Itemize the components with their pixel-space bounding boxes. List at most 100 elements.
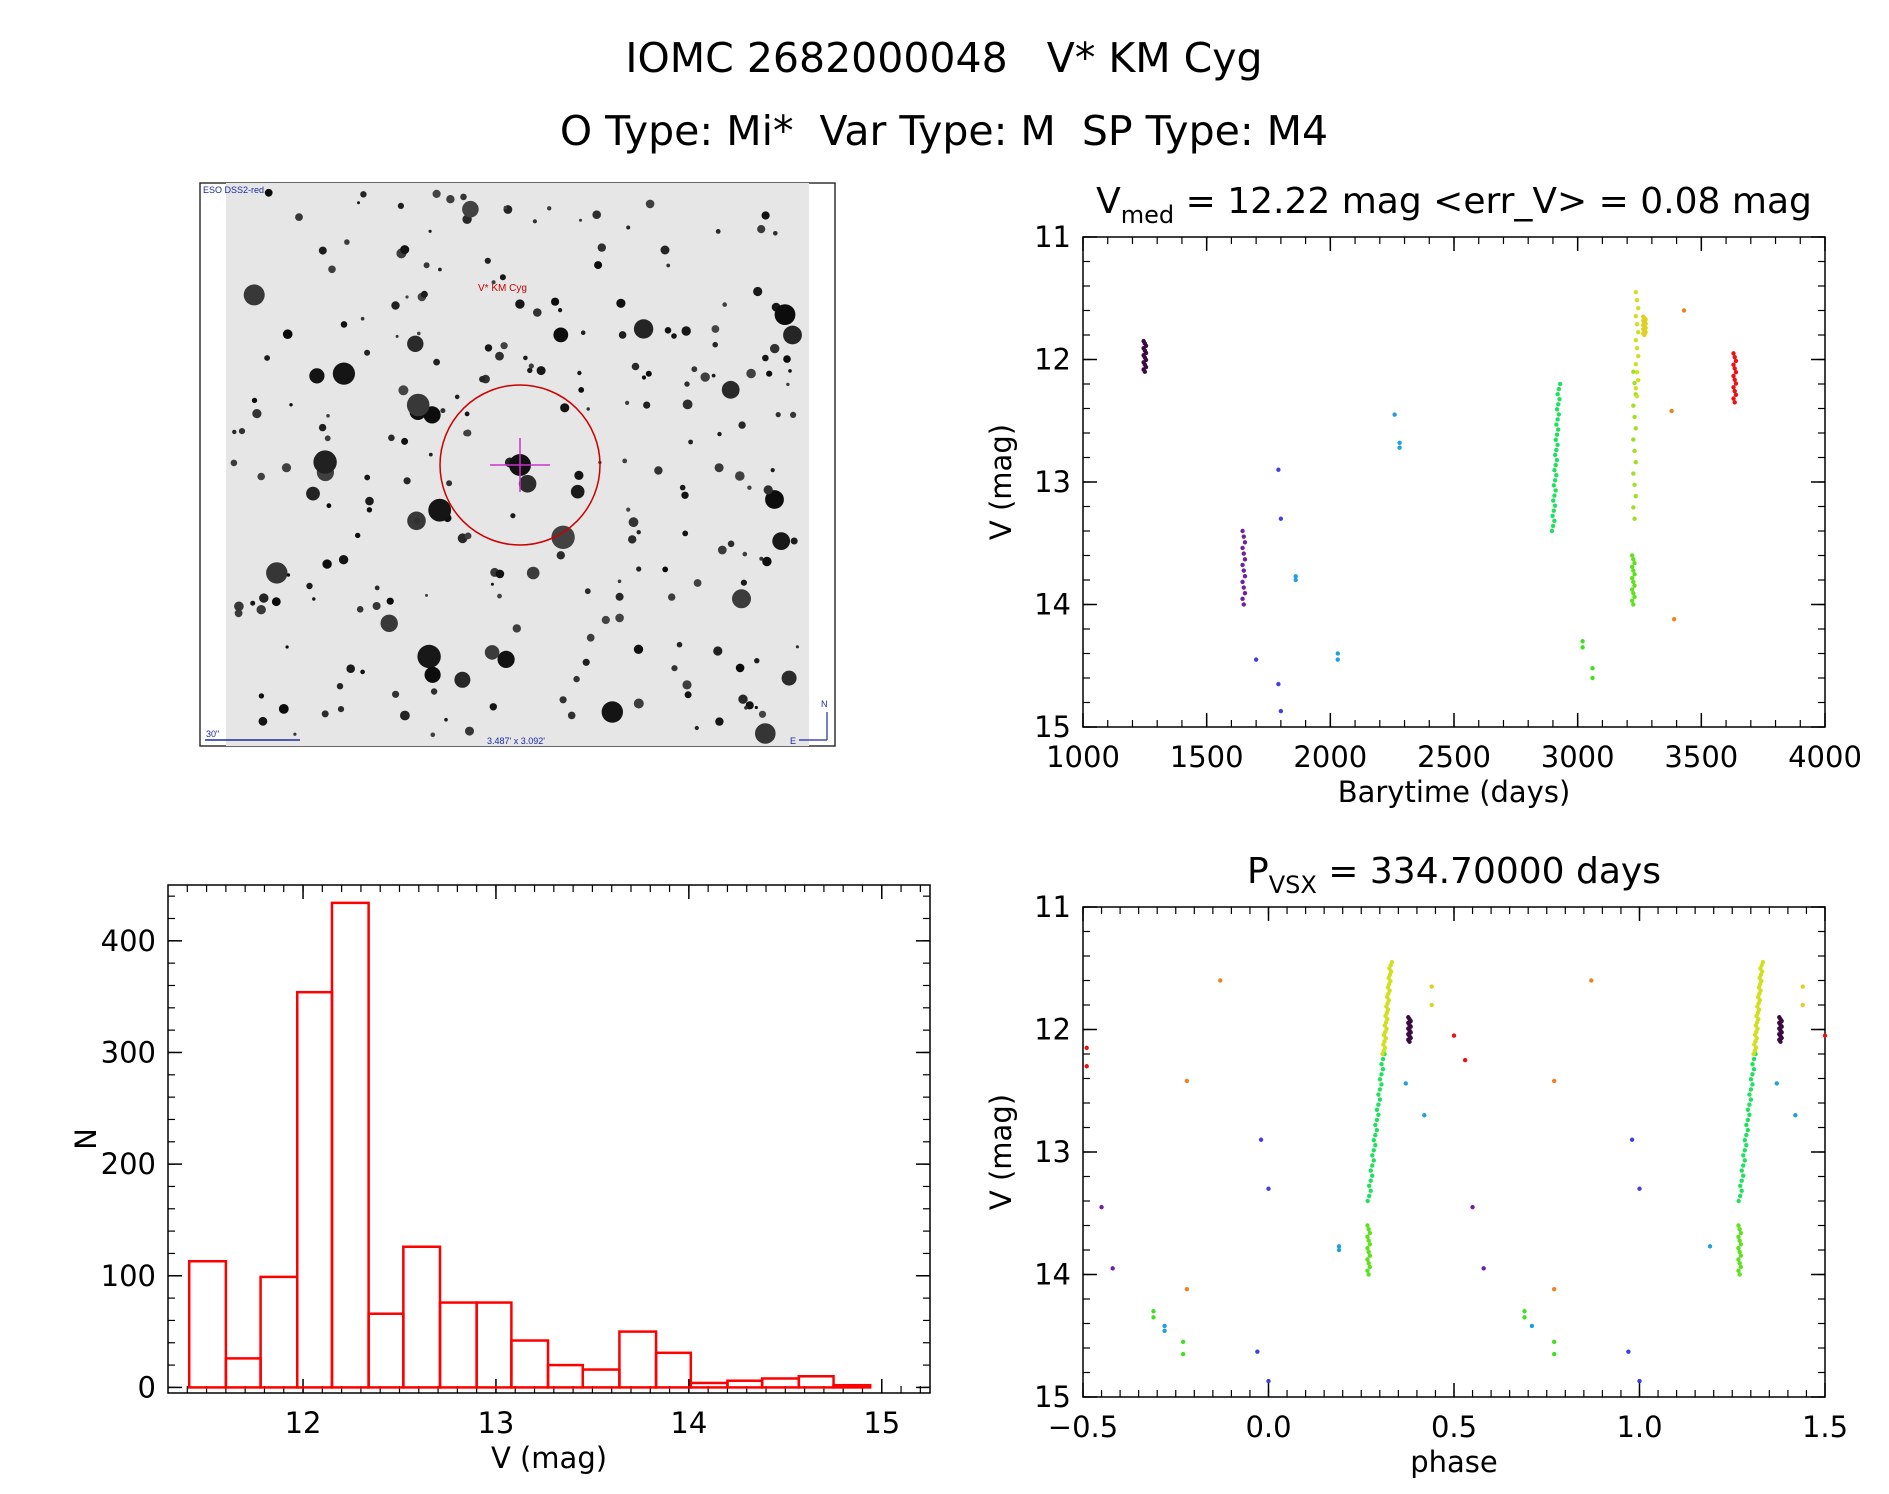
data-point [1634, 297, 1640, 303]
data-point [1554, 457, 1560, 463]
data-point [1365, 1257, 1370, 1262]
data-point [1636, 354, 1641, 359]
data-point [1258, 1137, 1264, 1142]
data-point [1099, 1204, 1104, 1210]
histogram-bar [618, 1330, 658, 1389]
x-tick-label: 1000 [1046, 740, 1120, 774]
star [234, 609, 243, 618]
star [770, 468, 775, 473]
y-tick-label: 11 [1034, 890, 1071, 924]
data-point [1552, 493, 1557, 498]
y-axis-label: V (mag) [984, 1094, 1018, 1210]
data-point [1379, 1072, 1384, 1077]
x-axis-label: phase [1410, 1445, 1498, 1479]
data-point [1637, 1186, 1642, 1191]
data-point [1738, 1264, 1744, 1270]
data-point [1365, 1268, 1370, 1273]
data-point [1240, 579, 1245, 585]
data-point [1632, 482, 1637, 488]
data-point [1380, 1067, 1386, 1072]
star [309, 368, 325, 384]
star [747, 485, 752, 490]
star [732, 589, 751, 609]
star [660, 245, 670, 255]
data-point [1366, 1260, 1371, 1266]
star [744, 706, 748, 710]
star [489, 703, 497, 711]
star [243, 284, 265, 306]
star [289, 403, 293, 407]
data-point [1180, 1339, 1186, 1345]
star [401, 437, 409, 445]
data-point [1633, 493, 1638, 499]
data-point [1636, 305, 1641, 311]
data-point [1732, 400, 1737, 405]
star [586, 407, 590, 411]
data-point [1744, 1122, 1749, 1128]
data-point [1739, 1188, 1744, 1194]
histogram-bar [367, 1312, 405, 1389]
data-point [1750, 1082, 1755, 1087]
data-point [1142, 369, 1148, 374]
star [510, 513, 516, 519]
data-point [1671, 617, 1677, 622]
star [664, 327, 672, 334]
data-point [1335, 651, 1340, 656]
star [618, 331, 627, 339]
data-point [1366, 1193, 1372, 1199]
star [551, 297, 560, 306]
finder-chart: ESO DSS2-red V* KM Cyg 30" 3.487' x 3.09… [199, 182, 836, 747]
star [711, 325, 720, 333]
star [684, 691, 692, 699]
data-point [1370, 1163, 1375, 1168]
chart-title: Vmed = 12.22 mag <err_V> = 0.08 mag [1096, 181, 1812, 229]
data-point [1742, 1137, 1748, 1143]
star [278, 704, 289, 714]
star [512, 624, 521, 633]
star [264, 355, 270, 361]
star [786, 382, 790, 387]
star [765, 490, 784, 509]
star [556, 551, 565, 560]
star [567, 711, 576, 720]
histogram-bar [581, 1368, 621, 1389]
star [616, 298, 626, 308]
data-point [1589, 978, 1594, 983]
star [346, 664, 356, 673]
star [738, 694, 748, 704]
star [633, 319, 654, 339]
east-label: E [790, 736, 796, 746]
star [444, 717, 448, 722]
chart-title-subscript: med [1121, 201, 1174, 229]
x-axis-label: Barytime (days) [1338, 775, 1571, 809]
data-point [1629, 575, 1635, 581]
data-point [1371, 1148, 1376, 1153]
star [547, 206, 552, 211]
histogram-bar [330, 901, 370, 1389]
data-point [1629, 564, 1635, 570]
data-point [1633, 426, 1638, 431]
star [407, 335, 424, 352]
data-point [1552, 467, 1557, 473]
star [633, 644, 644, 654]
x-tick-label: 0.5 [1431, 1410, 1477, 1444]
star [454, 394, 460, 400]
data-point [1742, 1158, 1747, 1163]
star [722, 302, 727, 307]
star [740, 579, 748, 586]
star [340, 321, 348, 328]
star [628, 535, 637, 544]
star [580, 330, 586, 336]
star [757, 225, 766, 234]
star [397, 202, 404, 209]
data-point [1389, 959, 1395, 965]
star [400, 245, 410, 255]
star [712, 341, 718, 348]
star [774, 304, 796, 325]
star [454, 671, 471, 688]
data-point [1241, 551, 1246, 556]
star [462, 200, 479, 218]
star [645, 370, 652, 377]
data-point [1748, 1077, 1754, 1082]
star [380, 614, 398, 632]
